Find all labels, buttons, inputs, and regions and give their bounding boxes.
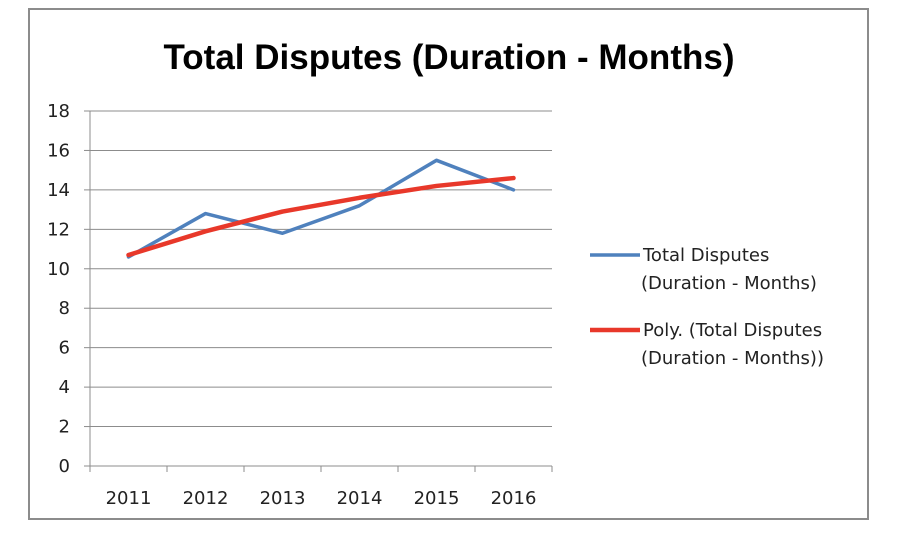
x-tick-label: 2013 bbox=[260, 488, 306, 509]
y-tick-label: 0 bbox=[59, 456, 70, 477]
chart-frame bbox=[28, 8, 869, 520]
legend-label: Total Disputes bbox=[642, 245, 769, 266]
x-tick-label: 2014 bbox=[337, 488, 383, 509]
y-tick-label: 6 bbox=[59, 338, 70, 359]
x-tick-label: 2015 bbox=[414, 488, 460, 509]
y-tick-label: 4 bbox=[59, 377, 70, 398]
legend: Total Disputes (Duration - Months) Poly. (… bbox=[590, 245, 824, 369]
x-tick-label: 2016 bbox=[491, 488, 537, 509]
gridlines bbox=[90, 110, 552, 428]
legend-label: (Duration - Months)) bbox=[641, 348, 824, 369]
legend-label: (Duration - Months) bbox=[641, 273, 817, 294]
y-tick-label: 14 bbox=[47, 180, 70, 201]
trendline-poly bbox=[126, 175, 516, 258]
x-tick-label: 2012 bbox=[183, 488, 229, 509]
y-tick-label: 8 bbox=[59, 298, 70, 319]
y-tick-label: 10 bbox=[47, 259, 70, 280]
x-tick-label: 2011 bbox=[106, 488, 152, 509]
legend-label: Poly. (Total Disputes bbox=[643, 320, 822, 341]
y-tick-label: 12 bbox=[47, 219, 70, 240]
y-tick-label: 2 bbox=[59, 417, 70, 438]
tick-labels: 0 2 4 6 8 10 12 14 16 18 2011 2012 2013 2014 2015 2016 bbox=[47, 101, 536, 509]
series-lines bbox=[126, 158, 516, 259]
chart-title: Total Disputes (Duration - Months) bbox=[164, 38, 735, 77]
axes bbox=[84, 110, 553, 472]
y-tick-label: 18 bbox=[47, 101, 70, 122]
y-tick-label: 16 bbox=[47, 140, 70, 161]
series-line-total-disputes bbox=[126, 158, 516, 259]
